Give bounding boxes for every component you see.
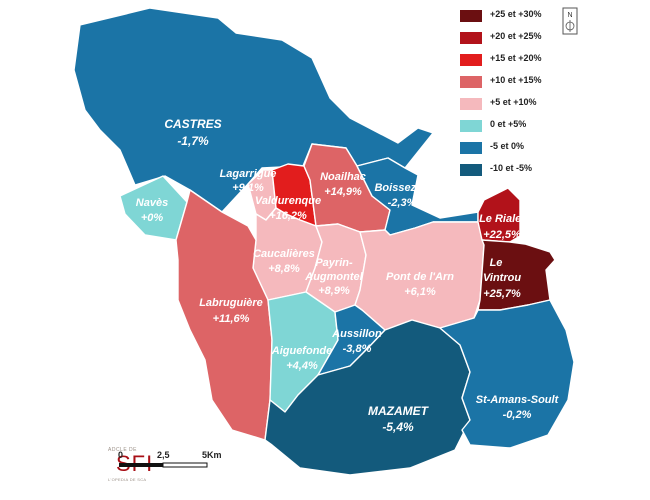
- legend-item: +15 et +20%: [460, 52, 580, 74]
- label-le-vintrou-value: +25,7%: [483, 288, 521, 300]
- commune-st-amans-soult: [439, 299, 575, 449]
- legend: +25 et +30% +20 et +25% +15 et +20% +10 …: [460, 8, 580, 184]
- legend-swatch: [460, 164, 482, 176]
- label-le-vintrou-line2: Vintrou: [483, 272, 521, 284]
- scale-tick-0: 0: [118, 450, 124, 460]
- label-aussillon-name: Aussillon: [331, 328, 382, 340]
- legend-item: +5 et +10%: [460, 96, 580, 118]
- label-aiguefonde-value: +4,4%: [286, 360, 318, 372]
- label-le-rialet-name: Le Rialet: [479, 213, 526, 225]
- legend-label: +10 et +15%: [490, 75, 542, 85]
- label-payrin-line2: Augmontel: [304, 271, 363, 283]
- label-aussillon-value: -3,8%: [343, 343, 372, 355]
- scale-tick-2-5: 2,5: [157, 450, 170, 460]
- label-boissezon-value: -2,3%: [388, 197, 417, 209]
- legend-label: +5 et +10%: [490, 97, 537, 107]
- label-boissezon-name: Boissezon: [374, 182, 429, 194]
- legend-swatch: [460, 120, 482, 132]
- legend-item: +10 et +15%: [460, 74, 580, 96]
- label-aiguefonde-name: Aiguefonde: [271, 345, 333, 357]
- legend-label: -5 et 0%: [490, 141, 525, 151]
- legend-label: +15 et +20%: [490, 53, 542, 63]
- legend-swatch: [460, 32, 482, 44]
- scale-bar-graphic: [119, 462, 208, 468]
- label-payrin-value: +8,9%: [318, 285, 350, 297]
- legend-item: 0 et +5%: [460, 118, 580, 140]
- label-st-amans-soult-name: St-Amans-Soult: [476, 394, 560, 406]
- label-caucalieres-name: Caucalières: [253, 248, 315, 260]
- legend-swatch: [460, 98, 482, 110]
- logo-bottom-text: L'OPEDIA DE SCA: [108, 477, 147, 482]
- legend-label: -10 et -5%: [490, 163, 533, 173]
- label-labruguiere-value: +11,6%: [213, 313, 250, 325]
- legend-swatch: [460, 142, 482, 154]
- label-mazamet-name: MAZAMET: [368, 404, 430, 418]
- scale-bar: 0 2,5 5Km: [118, 450, 228, 470]
- label-noailhac-name: Noailhac: [320, 171, 366, 183]
- label-le-rialet-value: +22,5%: [483, 229, 521, 241]
- label-lagarrigue-value: +9,1%: [232, 182, 264, 194]
- legend-label: +20 et +25%: [490, 31, 542, 41]
- label-valdurenque-value: +16,2%: [269, 210, 307, 222]
- legend-label: +25 et +30%: [490, 9, 542, 19]
- label-payrin-line1: Payrin-: [315, 257, 353, 269]
- label-valdurenque-name: Valdurenque: [255, 195, 321, 207]
- legend-item: +20 et +25%: [460, 30, 580, 52]
- legend-swatch: [460, 54, 482, 66]
- label-naves-name: Navès: [136, 197, 168, 209]
- legend-swatch: [460, 10, 482, 22]
- label-lagarrigue-name: Lagarrigue: [220, 168, 277, 180]
- legend-item: -10 et -5%: [460, 162, 580, 184]
- label-mazamet-value: -5,4%: [382, 420, 414, 434]
- north-arrow-icon: N: [562, 7, 578, 35]
- legend-item: -5 et 0%: [460, 140, 580, 162]
- label-st-amans-soult-value: -0,2%: [503, 409, 532, 421]
- label-le-vintrou-line1: Le: [490, 257, 503, 269]
- label-pont-de-larn-name: Pont de l'Arn: [386, 271, 454, 283]
- label-noailhac-value: +14,9%: [324, 186, 362, 198]
- label-naves-value: +0%: [141, 212, 164, 224]
- label-labruguiere-name: Labruguière: [199, 297, 263, 309]
- label-castres-value: -1,7%: [177, 134, 209, 148]
- north-label: N: [567, 12, 572, 19]
- label-caucalieres-value: +8,8%: [268, 263, 300, 275]
- legend-swatch: [460, 76, 482, 88]
- label-castres-name: CASTRES: [164, 117, 221, 131]
- scale-tick-5km: 5Km: [202, 450, 222, 460]
- legend-label: 0 et +5%: [490, 119, 527, 129]
- legend-item: +25 et +30%: [460, 8, 580, 30]
- logo-top-text: ADCLE DE: [108, 447, 138, 453]
- label-pont-de-larn-value: +6,1%: [404, 286, 436, 298]
